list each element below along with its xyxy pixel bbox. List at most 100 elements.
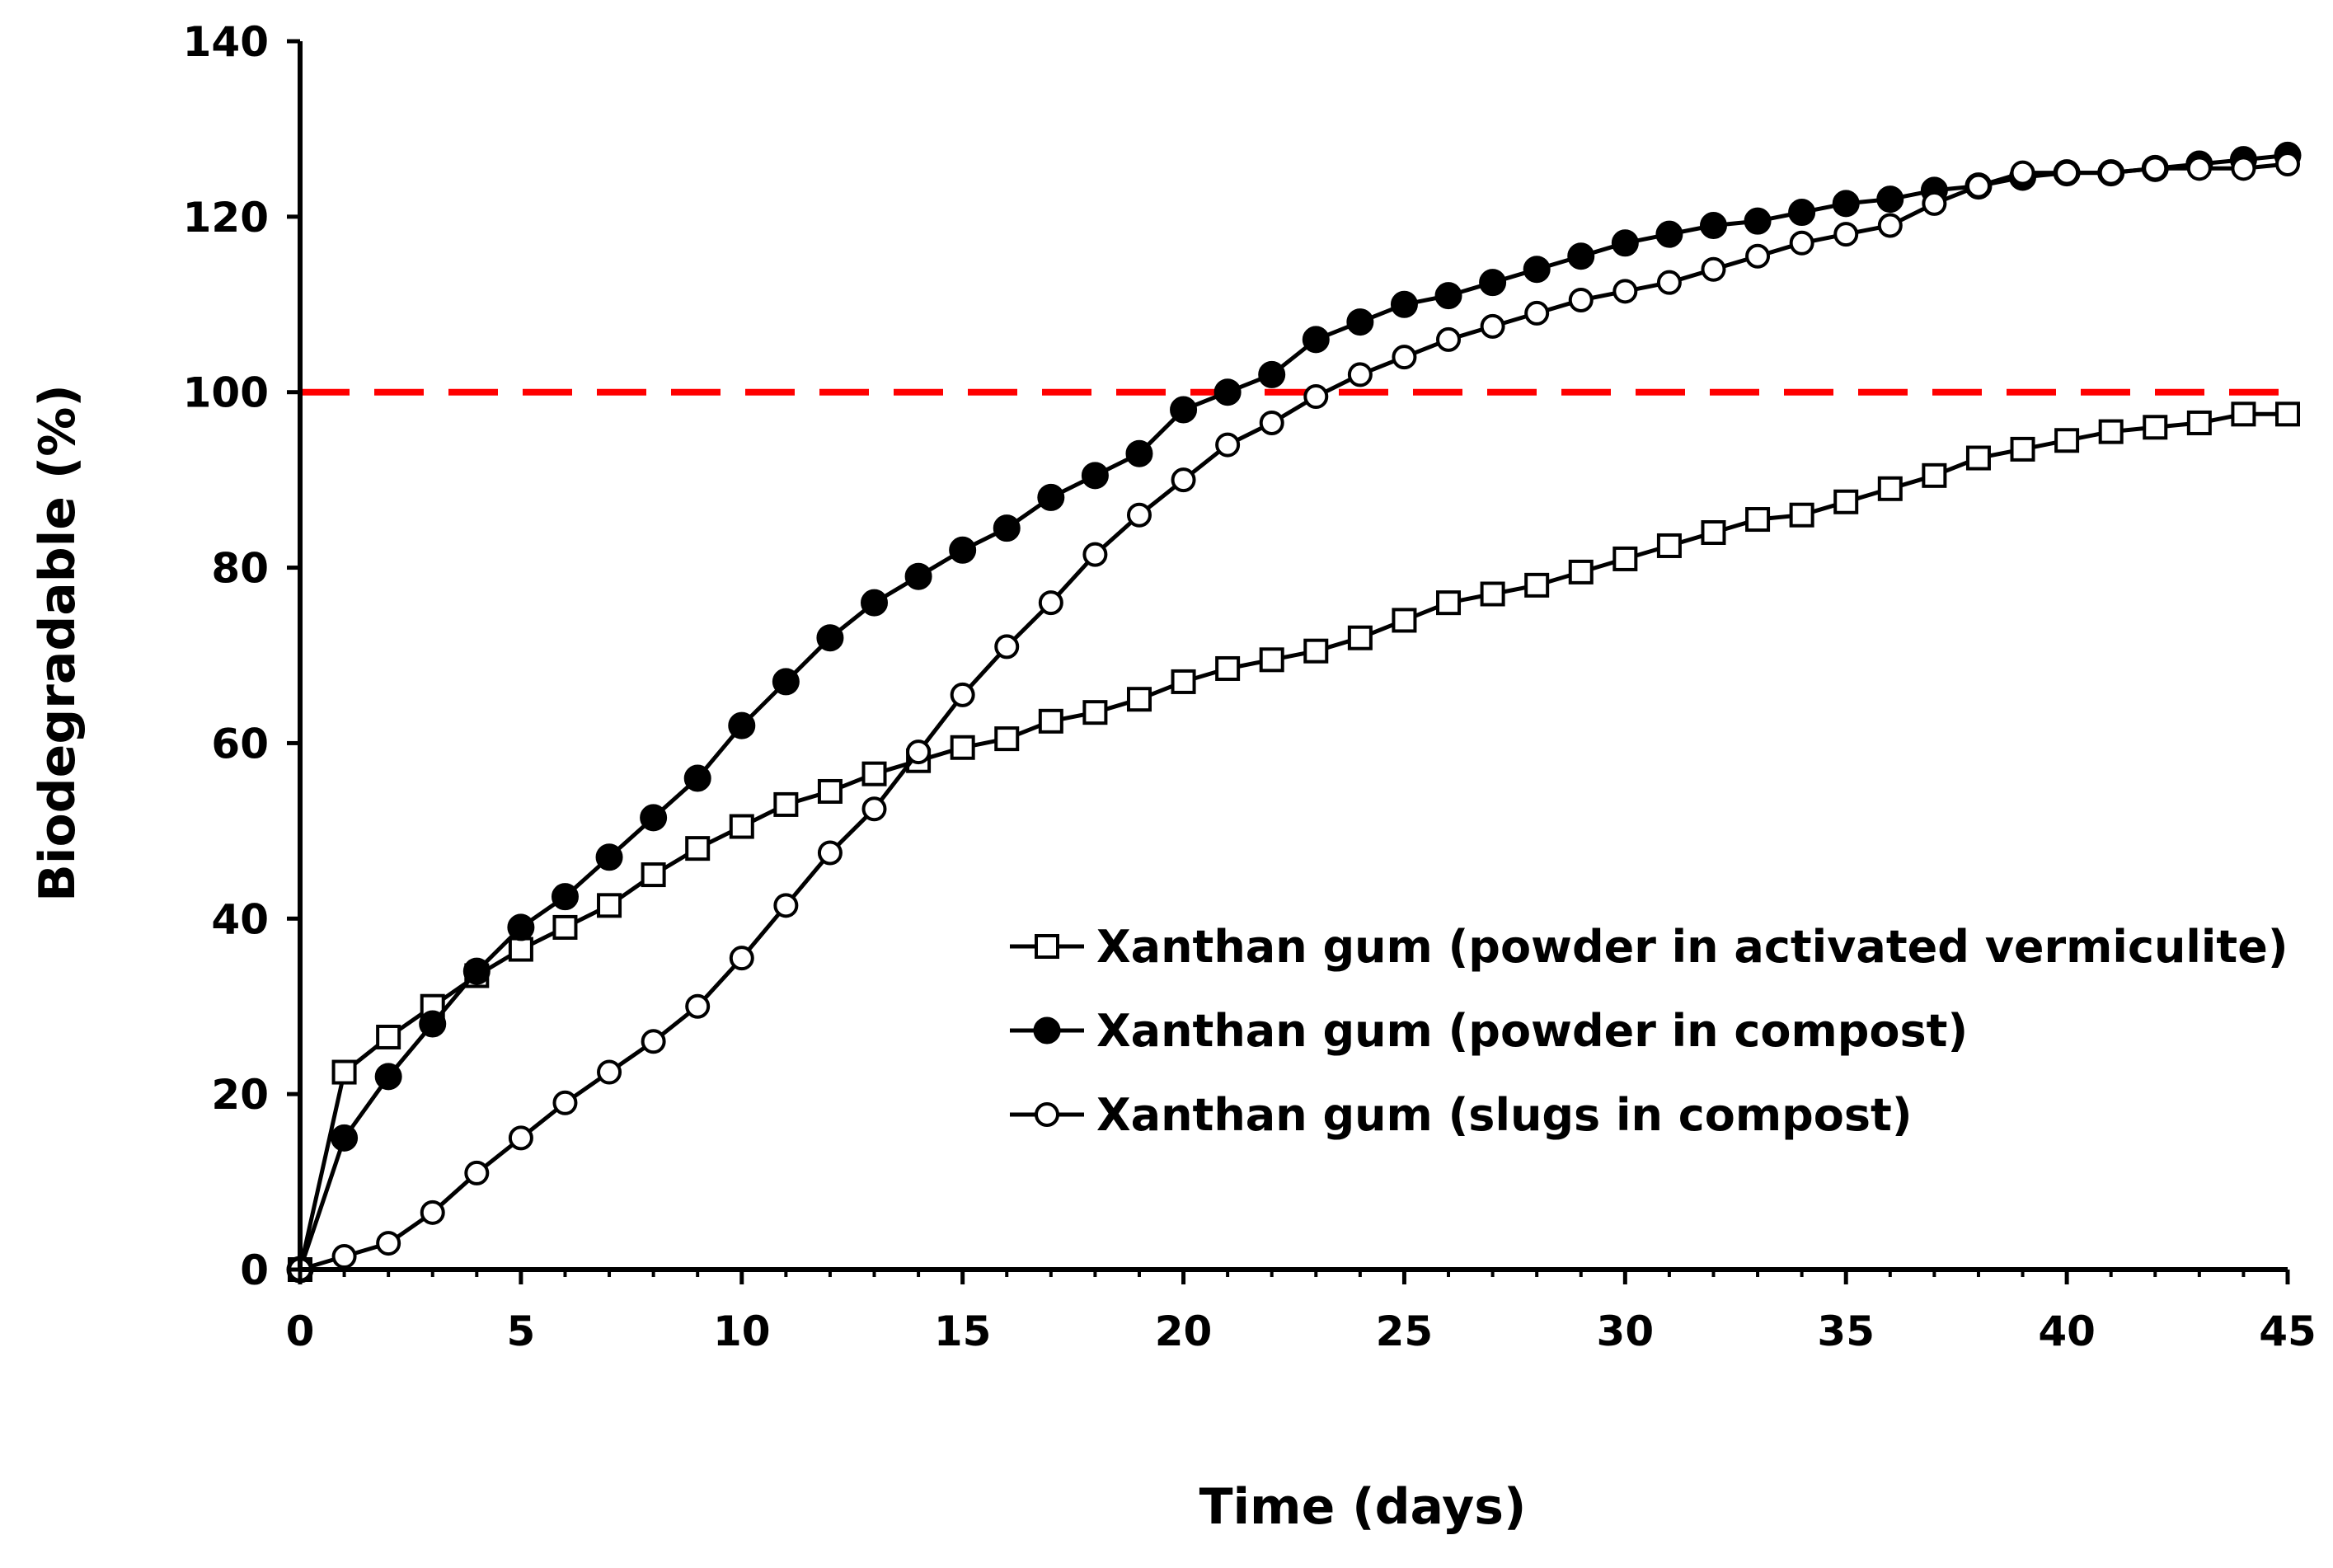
data-point xyxy=(464,1160,490,1185)
data-point xyxy=(729,946,754,971)
data-point xyxy=(1258,360,1286,388)
data-point xyxy=(331,1059,357,1085)
data-point xyxy=(376,1231,401,1256)
y-tick-label: 20 xyxy=(211,1071,269,1119)
data-point xyxy=(1126,687,1152,712)
data-point xyxy=(1745,507,1771,533)
y-tick-label: 100 xyxy=(183,369,269,417)
data-point xyxy=(1170,396,1198,424)
data-point xyxy=(331,1244,357,1270)
data-point xyxy=(2186,156,2212,181)
data-point xyxy=(728,711,756,739)
data-point xyxy=(1877,213,1903,238)
data-point xyxy=(861,796,887,822)
data-point xyxy=(950,682,975,707)
data-point xyxy=(2231,156,2256,181)
data-point xyxy=(1392,345,1417,370)
series-3 xyxy=(288,152,2300,1282)
y-tick-label: 60 xyxy=(211,720,269,768)
x-tick-label: 30 xyxy=(1597,1307,1655,1355)
data-point xyxy=(1922,190,1947,216)
data-point xyxy=(1789,230,1814,256)
data-point xyxy=(1922,462,1947,488)
legend-label: Xanthan gum (slugs in compost) xyxy=(1096,1089,1913,1141)
data-point xyxy=(640,804,668,832)
data-point xyxy=(1523,256,1551,284)
data-point xyxy=(904,562,932,590)
legend-marker xyxy=(1033,1016,1061,1045)
data-point xyxy=(1876,185,1904,214)
data-point xyxy=(1303,384,1329,410)
data-point xyxy=(1524,572,1550,598)
data-point xyxy=(817,840,843,866)
data-point xyxy=(1965,445,1991,471)
series-line xyxy=(298,153,2288,1270)
data-point xyxy=(685,836,711,861)
data-point xyxy=(331,1124,359,1152)
x-tick-label: 0 xyxy=(286,1307,315,1355)
data-point xyxy=(773,893,799,918)
data-point xyxy=(1302,326,1330,354)
data-point xyxy=(1436,590,1462,616)
data-point xyxy=(1611,229,1639,257)
data-point xyxy=(1567,242,1595,270)
data-point xyxy=(376,1024,401,1049)
x-tick-label: 20 xyxy=(1155,1307,1213,1355)
x-tick-label: 45 xyxy=(2259,1307,2317,1355)
data-point xyxy=(508,937,533,962)
y-axis-title: Biodegradable (%) xyxy=(29,384,87,902)
data-point xyxy=(1303,638,1329,664)
y-tick-label: 0 xyxy=(240,1246,269,1294)
series-2 xyxy=(286,141,2302,1284)
data-point xyxy=(949,536,977,564)
x-tick-label: 5 xyxy=(506,1307,535,1355)
data-point xyxy=(772,668,800,696)
data-point xyxy=(773,791,799,817)
data-point xyxy=(1215,432,1241,458)
legend-marker xyxy=(1035,1102,1059,1127)
series-1 xyxy=(288,401,2300,1282)
data-point xyxy=(2275,401,2300,427)
data-point xyxy=(2143,415,2168,440)
legend-item-1: Xanthan gum (powder in activated vermicu… xyxy=(1010,921,2288,973)
data-point xyxy=(1744,207,1772,235)
axes-layer: 0 20 40 60 80 100 120 140 0 5 10 15 20 25 30 35 40 45 xyxy=(183,18,2317,1355)
data-point xyxy=(1347,625,1373,650)
data-point xyxy=(683,764,711,792)
data-point xyxy=(1877,476,1903,501)
data-point xyxy=(641,1029,666,1054)
x-tick-label: 40 xyxy=(2038,1307,2096,1355)
data-point xyxy=(1656,270,1682,295)
data-point xyxy=(2143,156,2168,181)
legend-label: Xanthan gum (powder in compost) xyxy=(1096,1005,1968,1057)
data-point xyxy=(1745,243,1771,269)
y-tick-label: 40 xyxy=(211,895,269,943)
data-point xyxy=(1171,669,1196,694)
data-point xyxy=(1126,502,1152,528)
data-point xyxy=(1568,559,1594,584)
data-point xyxy=(993,514,1021,542)
series-layer xyxy=(286,141,2302,1284)
data-point xyxy=(1612,279,1638,304)
data-point xyxy=(2275,152,2300,176)
data-point xyxy=(551,883,579,911)
data-point xyxy=(1215,655,1241,681)
data-point xyxy=(1434,282,1462,310)
legend-item-3: Xanthan gum (slugs in compost) xyxy=(1010,1089,1913,1141)
series-line xyxy=(298,411,2288,1270)
data-point xyxy=(1701,520,1726,545)
data-point xyxy=(1701,256,1726,282)
data-point xyxy=(1037,483,1065,511)
data-point xyxy=(2054,160,2080,185)
y-tick-label: 140 xyxy=(183,18,269,66)
data-point xyxy=(1832,190,1860,218)
legend: Xanthan gum (powder in activated vermicu… xyxy=(1010,921,2288,1141)
data-point xyxy=(1082,542,1108,567)
data-point xyxy=(1612,546,1638,571)
data-point xyxy=(1346,308,1374,336)
data-point xyxy=(1833,489,1859,514)
data-point xyxy=(1038,708,1063,734)
y-tick-label: 120 xyxy=(183,194,269,242)
data-point xyxy=(507,913,535,941)
